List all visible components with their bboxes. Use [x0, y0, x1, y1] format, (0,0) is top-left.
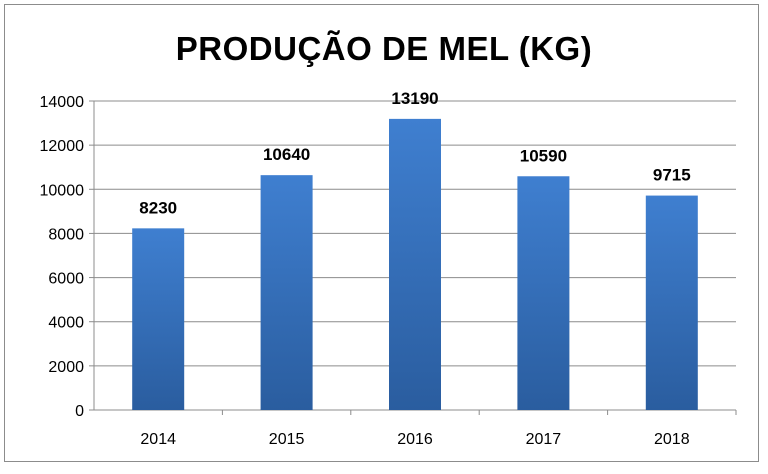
data-label: 8230	[139, 198, 177, 217]
y-tick-label: 6000	[48, 271, 84, 288]
y-tick-label: 8000	[48, 226, 84, 243]
data-label: 13190	[391, 89, 438, 108]
bar	[260, 175, 313, 410]
bar	[645, 195, 698, 410]
y-tick-label: 14000	[40, 94, 85, 111]
y-tick-label: 0	[75, 403, 84, 420]
y-tick-label: 12000	[40, 138, 85, 155]
x-tick-label: 2016	[397, 431, 433, 448]
x-tick-label: 2017	[526, 431, 562, 448]
bar	[132, 228, 185, 410]
bars	[132, 118, 698, 410]
data-label: 10640	[263, 145, 310, 164]
bar	[389, 118, 441, 410]
x-tick-label: 2015	[269, 431, 305, 448]
y-tick-label: 10000	[40, 182, 85, 199]
data-labels: 8230 10640 13190 10590 9715	[139, 89, 690, 217]
data-label: 10590	[520, 146, 567, 165]
bar	[517, 176, 570, 410]
axes: 0 2000 4000 6000 8000 10000 12000 14000 2014 2015…	[40, 94, 737, 448]
data-label: 9715	[653, 166, 691, 185]
x-tick-label: 2014	[140, 431, 176, 448]
y-tick-label: 4000	[48, 315, 84, 332]
x-tick-label: 2018	[654, 431, 690, 448]
y-tick-label: 2000	[48, 359, 84, 376]
chart-title: PRODUÇÃO DE MEL (KG)	[175, 30, 593, 67]
